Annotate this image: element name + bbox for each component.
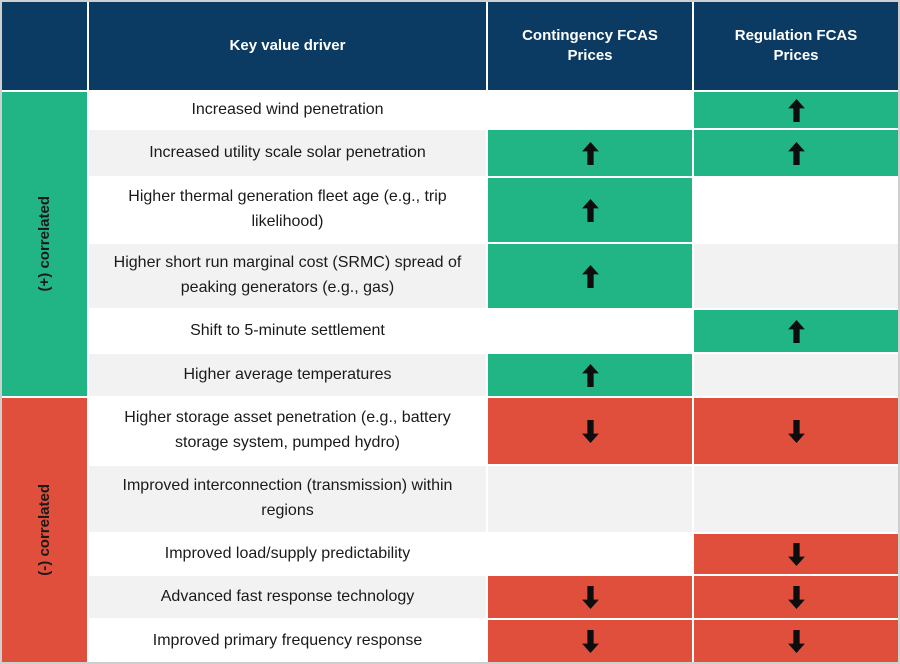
driver-cell: Shift to 5-minute settlement — [89, 310, 486, 352]
column-header-regulation: Regulation FCAS Prices — [694, 2, 898, 90]
group-label-negative: (-) correlated — [2, 398, 87, 662]
contingency-arrow-cell — [488, 576, 692, 618]
driver-cell: Increased wind penetration — [89, 92, 486, 128]
up-arrow-icon — [581, 363, 599, 387]
down-arrow-icon — [581, 629, 599, 653]
driver-cell: Higher thermal generation fleet age (e.g… — [89, 178, 486, 242]
up-arrow-icon — [581, 198, 599, 222]
regulation-arrow-cell — [694, 92, 898, 128]
regulation-arrow-cell — [694, 310, 898, 352]
contingency-arrow-cell — [488, 310, 692, 352]
down-arrow-icon — [581, 585, 599, 609]
up-arrow-icon — [581, 264, 599, 288]
contingency-arrow-cell — [488, 466, 692, 532]
column-header-regulation-label: Regulation FCAS Prices — [734, 26, 858, 64]
down-arrow-icon — [787, 585, 805, 609]
driver-cell: Increased utility scale solar penetratio… — [89, 130, 486, 176]
corner-header-cell — [2, 2, 87, 90]
driver-cell: Higher short run marginal cost (SRMC) sp… — [89, 244, 486, 308]
driver-cell: Higher average temperatures — [89, 354, 486, 396]
up-arrow-icon — [581, 141, 599, 165]
contingency-arrow-cell — [488, 178, 692, 242]
up-arrow-icon — [787, 141, 805, 165]
regulation-arrow-cell — [694, 534, 898, 574]
driver-cell: Advanced fast response technology — [89, 576, 486, 618]
contingency-arrow-cell — [488, 398, 692, 464]
driver-cell: Higher storage asset penetration (e.g., … — [89, 398, 486, 464]
up-arrow-icon — [787, 319, 805, 343]
contingency-arrow-cell — [488, 92, 692, 128]
down-arrow-icon — [787, 419, 805, 443]
column-header-driver: Key value driver — [89, 2, 486, 90]
group-label-positive: (+) correlated — [2, 92, 87, 396]
driver-cell: Improved primary frequency response — [89, 620, 486, 662]
down-arrow-icon — [787, 542, 805, 566]
regulation-arrow-cell — [694, 178, 898, 242]
driver-cell: Improved interconnection (transmission) … — [89, 466, 486, 532]
contingency-arrow-cell — [488, 354, 692, 396]
down-arrow-icon — [787, 629, 805, 653]
down-arrow-icon — [581, 419, 599, 443]
group-label-negative-text: (-) correlated — [36, 484, 53, 576]
regulation-arrow-cell — [694, 620, 898, 662]
regulation-arrow-cell — [694, 244, 898, 308]
contingency-arrow-cell — [488, 244, 692, 308]
group-label-positive-text: (+) correlated — [36, 196, 53, 292]
driver-cell: Improved load/supply predictability — [89, 534, 486, 574]
regulation-arrow-cell — [694, 466, 898, 532]
column-header-driver-label: Key value driver — [229, 36, 346, 54]
up-arrow-icon — [787, 98, 805, 122]
contingency-arrow-cell — [488, 130, 692, 176]
regulation-arrow-cell — [694, 354, 898, 396]
contingency-arrow-cell — [488, 534, 692, 574]
regulation-arrow-cell — [694, 130, 898, 176]
column-header-contingency-label: Contingency FCAS Prices — [522, 26, 658, 64]
regulation-arrow-cell — [694, 576, 898, 618]
regulation-arrow-cell — [694, 398, 898, 464]
column-header-contingency: Contingency FCAS Prices — [488, 2, 692, 90]
contingency-arrow-cell — [488, 620, 692, 662]
